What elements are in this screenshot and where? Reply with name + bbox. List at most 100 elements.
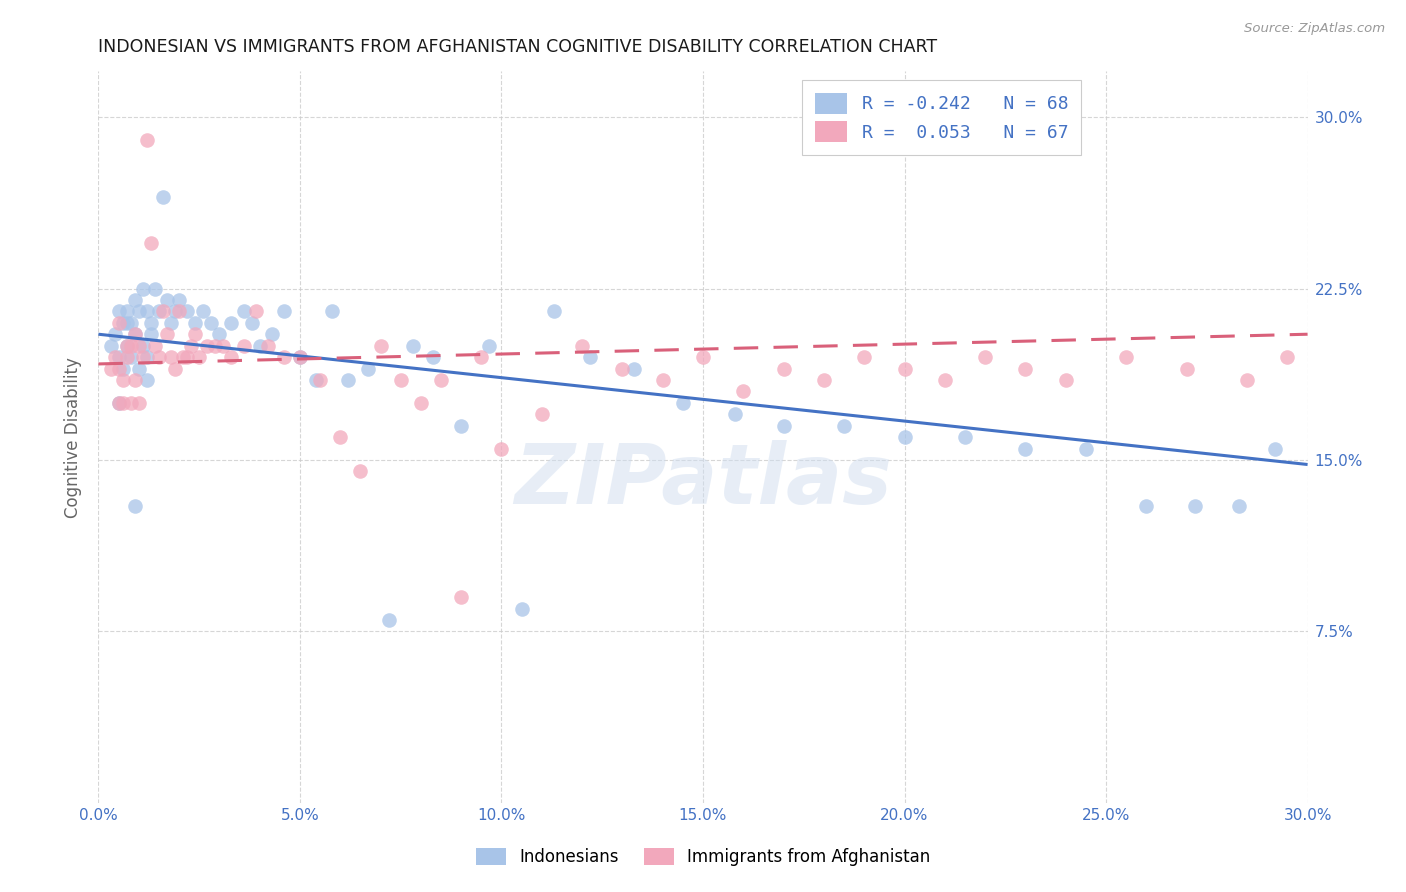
Point (273, 304, 295, 318)
Point (172, 350, 194, 364)
Point (692, 350, 714, 364)
Legend: Indonesians, Immigrants from Afghanistan: Indonesians, Immigrants from Afghanistan (467, 840, 939, 875)
Point (156, 327, 179, 342)
Point (478, 338, 501, 352)
Point (612, 361, 634, 376)
Point (1135, 499, 1157, 513)
Point (120, 350, 142, 364)
Point (135, 373, 157, 387)
Text: INDONESIAN VS IMMIGRANTS FROM AFGHANISTAN COGNITIVE DISABILITY CORRELATION CHART: INDONESIAN VS IMMIGRANTS FROM AFGHANISTA… (98, 38, 938, 56)
Point (195, 338, 218, 352)
Point (1054, 373, 1077, 387)
Point (409, 396, 432, 410)
Point (115, 338, 138, 352)
Point (176, 350, 198, 364)
Point (124, 499, 146, 513)
Point (156, 293, 179, 307)
Point (402, 338, 425, 352)
Point (288, 350, 311, 364)
Point (163, 304, 186, 318)
Point (132, 338, 155, 352)
Point (143, 281, 166, 295)
Point (115, 304, 138, 318)
Point (184, 316, 207, 330)
Point (733, 384, 755, 399)
Point (184, 327, 207, 342)
Point (124, 373, 146, 387)
Point (135, 350, 157, 364)
Point (139, 327, 162, 342)
Point (1074, 442, 1097, 456)
Point (245, 304, 267, 318)
Point (167, 304, 190, 318)
Point (1227, 499, 1250, 513)
Point (422, 350, 444, 364)
Point (128, 361, 150, 376)
Legend: R = -0.242   N = 68, R =  0.053   N = 67: R = -0.242 N = 68, R = 0.053 N = 67 (801, 80, 1081, 154)
Point (221, 350, 243, 364)
Point (273, 350, 295, 364)
Text: Source: ZipAtlas.com: Source: ZipAtlas.com (1244, 22, 1385, 36)
Point (111, 316, 134, 330)
Point (176, 304, 198, 318)
Point (193, 304, 215, 318)
Point (491, 442, 513, 456)
Point (1277, 350, 1299, 364)
Point (853, 350, 876, 364)
Point (204, 338, 226, 352)
Point (240, 316, 263, 330)
Point (953, 430, 976, 444)
Point (128, 304, 150, 318)
Point (103, 327, 125, 342)
Y-axis label: Cognitive Disability: Cognitive Disability (65, 357, 83, 517)
Point (124, 293, 146, 307)
Point (337, 373, 360, 387)
Point (135, 133, 157, 147)
Point (120, 338, 142, 352)
Point (221, 316, 243, 330)
Point (470, 350, 492, 364)
Point (120, 396, 142, 410)
Point (934, 373, 956, 387)
Point (148, 304, 170, 318)
Point (430, 373, 453, 387)
Point (152, 190, 174, 204)
Point (200, 316, 222, 330)
Point (148, 350, 170, 364)
Point (450, 418, 472, 433)
Point (1184, 499, 1206, 513)
Point (139, 235, 162, 250)
Point (288, 350, 311, 364)
Point (772, 418, 794, 433)
Point (1236, 373, 1258, 387)
Point (115, 338, 138, 352)
Point (1014, 361, 1036, 376)
Point (510, 601, 533, 615)
Point (450, 590, 472, 604)
Point (188, 350, 211, 364)
Point (623, 361, 645, 376)
Point (389, 373, 412, 387)
Point (107, 396, 129, 410)
Point (132, 281, 155, 295)
Point (107, 396, 129, 410)
Point (813, 373, 835, 387)
Point (107, 316, 129, 330)
Point (115, 350, 138, 364)
Point (571, 338, 593, 352)
Point (893, 361, 915, 376)
Point (832, 418, 855, 433)
Point (180, 338, 202, 352)
Point (370, 338, 392, 352)
Point (128, 338, 150, 352)
Point (132, 350, 155, 364)
Point (160, 316, 183, 330)
Point (167, 293, 190, 307)
Point (107, 350, 129, 364)
Point (772, 361, 794, 376)
Point (321, 304, 343, 318)
Point (100, 338, 122, 352)
Point (651, 373, 673, 387)
Point (1014, 442, 1036, 456)
Point (100, 361, 122, 376)
